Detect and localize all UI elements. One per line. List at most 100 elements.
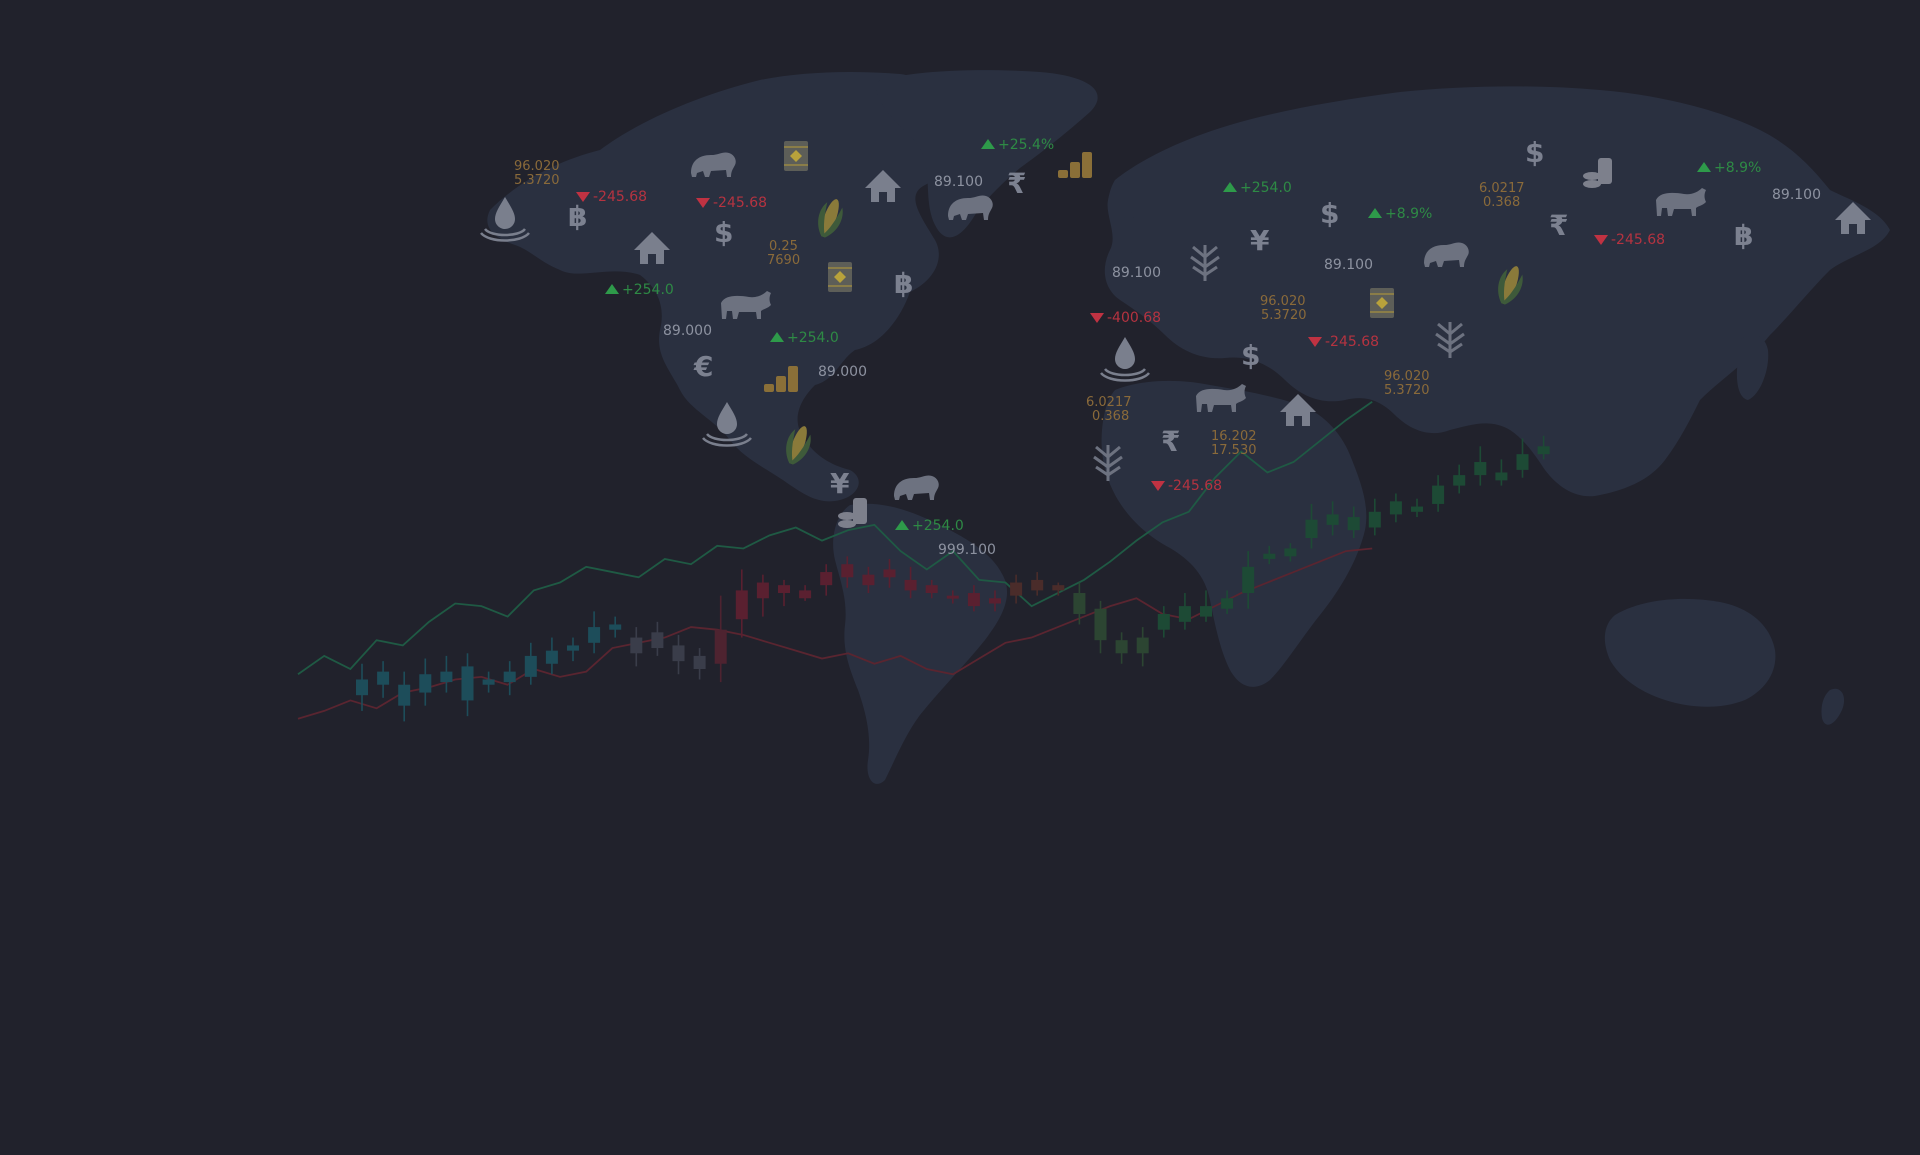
world-map [487,70,1890,784]
candle-body [1432,485,1445,504]
candle-body [1411,506,1423,512]
trend-lines [297,401,1373,720]
oil-barrel-icon [828,262,852,292]
house-icon [1835,202,1871,234]
candle-body [1453,475,1466,486]
bear-icon [1424,242,1469,267]
bear-icon [894,475,939,500]
price-value: 999.100 [938,542,996,558]
candle-body [377,671,390,685]
rate-top: 96.020 [514,159,560,174]
continent-greenland [876,70,1098,238]
house-icon [634,232,670,264]
rate-top: 96.020 [1260,294,1306,309]
candle-body [1305,519,1318,538]
corn-icon [1498,266,1523,305]
corn-icon [818,199,843,238]
rate-top: 6.0217 [1086,395,1132,410]
yen-symbol: ¥ [1250,224,1270,257]
candle-body [461,666,474,701]
candle-body [756,582,769,599]
change-up: +8.9% [1697,161,1761,175]
candle-body [419,674,432,693]
baht-symbol: ฿ [1734,219,1754,252]
change-down: -400.68 [1090,311,1161,325]
candle-body [1031,579,1044,591]
baht-symbol: ฿ [894,267,914,300]
change-up: +254.0 [605,283,674,297]
candle-body [862,574,875,586]
candle-body [1516,454,1529,470]
candle-body [1326,514,1339,525]
bull-icon [1196,384,1246,412]
oil-drop-icon [702,402,752,447]
candle-body [356,679,368,696]
candle-body [1242,566,1255,594]
candle-body [567,645,579,651]
bull-icon [721,291,771,319]
candle-body [693,655,706,669]
candlestick-chart [356,435,1550,722]
candle-body [672,645,685,662]
rate-top: 96.020 [1384,369,1430,384]
change-down: -245.68 [1594,233,1665,247]
rate-bottom: 7690 [767,253,801,268]
dollar-symbol: $ [1241,339,1261,372]
change-up: +254.0 [1223,181,1292,195]
bull-icon [1656,188,1706,216]
candle-body [1178,606,1191,622]
candle-body [989,598,1001,604]
candle-body [925,585,938,594]
oil-barrel-icon [784,141,808,171]
continent-north-america [487,72,944,502]
rate-bottom: 5.3720 [514,173,560,188]
candle-body [588,627,601,643]
trend-line [297,547,1373,720]
rupee-symbol: ₹ [1161,425,1181,458]
candle-body [1094,608,1107,641]
candle-body [1263,553,1276,559]
coin-stack-icon [1583,158,1612,188]
rate-bottom: 5.3720 [1261,308,1307,323]
candle-body [904,579,917,591]
price-value: 89.100 [1324,257,1373,273]
rate-top: 16.202 [1211,429,1257,444]
continent-australia [1604,598,1776,707]
candle-body [651,632,664,649]
candle-body [524,655,537,677]
change-up: +8.9% [1368,207,1432,221]
candle-body [1221,598,1234,609]
candle-body [714,629,727,664]
oil-drop-icon [480,197,530,242]
change-up: +254.0 [895,519,964,533]
rate-bottom: 17.530 [1211,443,1257,458]
dollar-symbol: $ [714,216,734,249]
rupee-symbol: ₹ [1007,167,1027,200]
rate-top: 6.0217 [1479,181,1525,196]
euro-symbol: € [694,350,714,383]
candle-body [841,564,854,578]
candle-body [967,593,980,607]
candle-body [545,650,558,664]
candle-body [820,572,833,586]
house-icon [1280,394,1316,426]
corn-icon [786,426,811,465]
candle-body [1368,511,1381,528]
price-value: 89.100 [1772,187,1821,203]
rupee-symbol: ₹ [1549,209,1569,242]
oil-drop-icon [1100,337,1150,382]
bear-icon [691,152,736,177]
map-icons [480,141,1871,528]
candle-body [946,595,959,599]
change-down: -245.68 [1308,335,1379,349]
wheat-icon [1190,245,1220,281]
island-japan [1736,334,1769,400]
change-down: -245.68 [576,190,647,204]
candle-body [1010,582,1023,596]
candle-body [799,590,812,599]
candle-body [1537,446,1550,455]
coin-stack-icon [1058,152,1092,178]
candle-body [1073,593,1086,614]
candle-body [1495,472,1508,481]
